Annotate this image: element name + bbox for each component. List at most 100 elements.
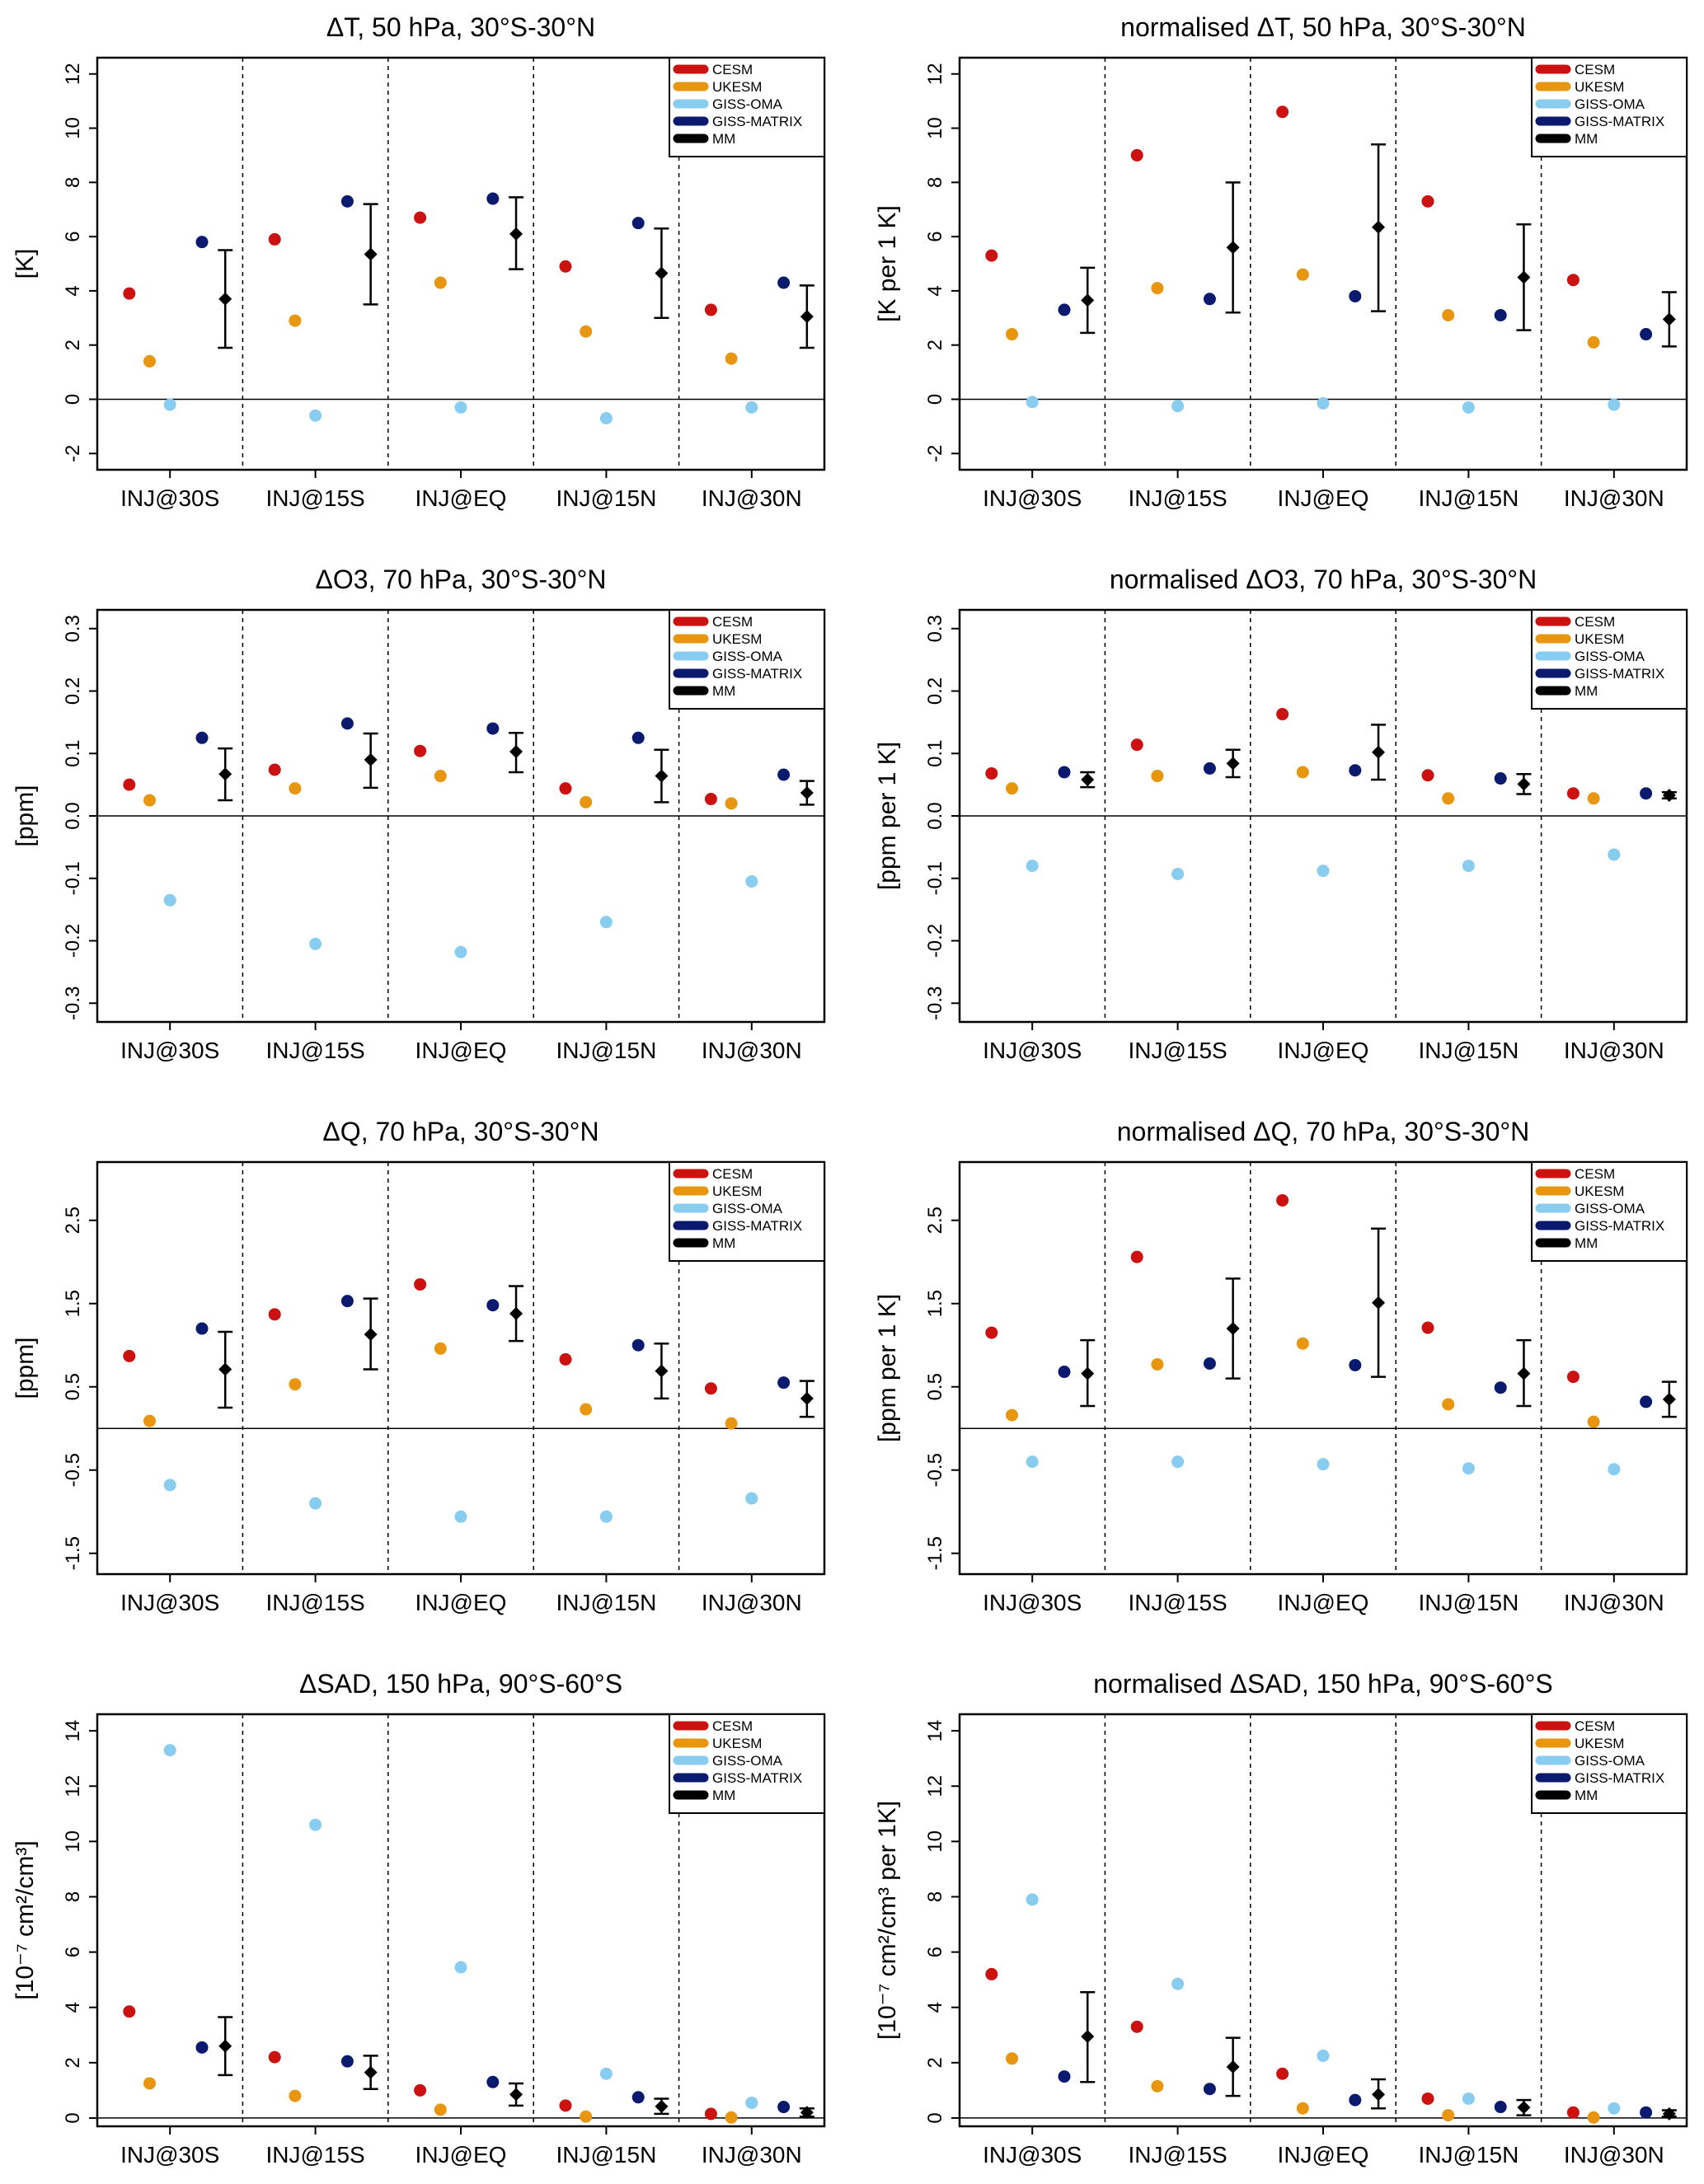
point-cesm-inj-eq <box>1276 1193 1289 1207</box>
y-axis-label: [K per 1 K] <box>874 205 901 322</box>
point-giss-oma-inj-15s <box>1171 1977 1185 1990</box>
mm-mean-diamond <box>655 2099 669 2113</box>
point-ukesm-inj-30n <box>725 352 738 365</box>
y-axis-label: [K] <box>12 249 39 279</box>
legend-label: GISS-OMA <box>1575 1753 1645 1769</box>
point-cesm-inj-15n <box>559 1352 572 1366</box>
point-ukesm-inj-15n <box>1442 309 1455 321</box>
point-giss-matrix-inj-30n <box>777 2101 791 2114</box>
point-giss-matrix-inj-15s <box>340 2055 354 2068</box>
x-tick-label: INJ@15S <box>265 485 364 511</box>
point-ukesm-inj-15s <box>1151 282 1164 295</box>
point-ukesm-inj-30n <box>725 797 738 810</box>
mm-mean-diamond <box>1081 2029 1095 2043</box>
point-giss-oma-inj-30s <box>1026 1893 1039 1906</box>
point-ukesm-inj-eq <box>1296 766 1309 779</box>
point-giss-oma-inj-15s <box>1171 1455 1185 1469</box>
y-tick-label: 4 <box>924 2002 946 2013</box>
point-giss-matrix-inj-30n <box>777 1376 791 1390</box>
point-giss-matrix-inj-30n <box>1640 1395 1653 1408</box>
point-giss-matrix-inj-15n <box>631 731 645 744</box>
point-cesm-inj-eq <box>1276 105 1289 119</box>
mm-mean-diamond <box>364 247 378 261</box>
mm-mean-diamond <box>655 1364 669 1378</box>
legend-label: CESM <box>1575 1718 1615 1734</box>
y-tick-label: -0.1 <box>62 861 84 895</box>
point-ukesm-inj-30s <box>143 2077 157 2090</box>
point-giss-matrix-inj-15n <box>1494 772 1507 785</box>
legend-label: CESM <box>1575 1166 1615 1182</box>
legend-label: MM <box>712 683 735 699</box>
y-tick-label: 12 <box>62 63 84 85</box>
x-tick-label: INJ@30S <box>983 1590 1082 1615</box>
point-giss-matrix-inj-15n <box>631 1338 645 1352</box>
mm-mean-diamond <box>509 744 523 758</box>
panel-title: ΔT, 50 hPa, 30°S-30°N <box>326 12 595 42</box>
point-ukesm-inj-30s <box>1006 2052 1019 2065</box>
point-cesm-inj-15n <box>559 260 572 273</box>
x-tick-label: INJ@EQ <box>415 485 507 511</box>
y-tick-label: 8 <box>62 1891 84 1902</box>
x-tick-label: INJ@EQ <box>415 2142 507 2168</box>
point-ukesm-inj-eq <box>1296 2102 1309 2115</box>
legend-label: CESM <box>712 1166 753 1182</box>
y-tick-label: 2 <box>924 340 946 350</box>
point-giss-matrix-inj-30n <box>1640 2106 1653 2119</box>
x-tick-label: INJ@15N <box>556 485 657 511</box>
mm-mean-diamond <box>1372 1296 1386 1310</box>
point-giss-matrix-inj-15n <box>1494 2101 1507 2114</box>
panel-title: ΔQ, 70 hPa, 30°S-30°N <box>322 1117 599 1146</box>
panel-dT: ΔT, 50 hPa, 30°S-30°N [K] -2 0 2 4 6 8 10 12 INJ@3… <box>12 12 826 511</box>
point-ukesm-inj-15n <box>1442 1398 1455 1411</box>
point-ukesm-inj-eq <box>434 1342 447 1355</box>
legend-label: GISS-OMA <box>712 649 783 664</box>
y-tick-label: 0.2 <box>62 677 84 705</box>
point-cesm-inj-eq <box>414 1277 427 1291</box>
point-cesm-inj-30n <box>704 793 717 806</box>
x-tick-label: INJ@EQ <box>1278 1590 1369 1615</box>
point-giss-oma-inj-30s <box>163 1479 176 1492</box>
y-tick-label: 12 <box>62 1775 84 1797</box>
point-giss-matrix-inj-30s <box>195 731 209 744</box>
plot-frame <box>958 1713 1688 2128</box>
point-ukesm-inj-eq <box>1296 1337 1309 1350</box>
mm-mean-diamond <box>218 2039 232 2053</box>
mm-mean-diamond <box>1226 757 1240 771</box>
x-tick-label: INJ@15N <box>1419 1590 1519 1615</box>
point-giss-oma-inj-15s <box>1171 400 1185 413</box>
plot-frame <box>96 608 826 1024</box>
y-tick-label: 0.5 <box>62 1373 84 1400</box>
point-giss-matrix-inj-30n <box>777 768 791 781</box>
point-ukesm-inj-30s <box>143 354 157 368</box>
y-tick-label: 10 <box>62 1830 84 1853</box>
y-tick-label: -2 <box>924 445 946 462</box>
point-cesm-inj-30n <box>704 303 717 316</box>
x-tick-label: INJ@30N <box>702 1590 802 1615</box>
y-tick-label: 0 <box>62 394 84 405</box>
y-tick-label: 8 <box>924 1891 946 1902</box>
y-tick-label: -1.5 <box>62 1536 84 1570</box>
y-tick-label: -2 <box>62 445 84 462</box>
point-giss-oma-inj-eq <box>454 1510 467 1523</box>
panel-title: normalised ΔSAD, 150 hPa, 90°S-60°S <box>1093 1669 1552 1699</box>
x-tick-label: INJ@EQ <box>1278 1038 1369 1063</box>
point-cesm-inj-eq <box>414 2083 427 2097</box>
x-tick-label: INJ@30N <box>702 2142 802 2168</box>
point-giss-matrix-inj-15s <box>1203 762 1216 775</box>
point-giss-oma-inj-15s <box>309 1497 322 1510</box>
mm-mean-diamond <box>800 785 814 799</box>
y-tick-label: -0.3 <box>62 987 84 1020</box>
point-giss-oma-inj-30n <box>745 2096 758 2109</box>
mm-mean-diamond <box>800 2106 814 2120</box>
y-tick-label: 0.1 <box>62 740 84 767</box>
y-tick-label: 0.2 <box>924 677 946 705</box>
legend-label: MM <box>1575 683 1598 699</box>
point-giss-oma-inj-eq <box>1317 396 1330 410</box>
point-giss-oma-inj-15n <box>1462 1462 1475 1475</box>
panel-dSAD: ΔSAD, 150 hPa, 90°S-60°S [10⁻⁷ cm²/cm³] 0 2… <box>12 1669 826 2168</box>
y-tick-label: -0.5 <box>924 1453 946 1487</box>
legend-label: GISS-MATRIX <box>712 1218 802 1234</box>
point-cesm-inj-15n <box>559 782 572 795</box>
point-ukesm-inj-30s <box>143 794 157 807</box>
point-ukesm-inj-15s <box>1151 2079 1164 2093</box>
